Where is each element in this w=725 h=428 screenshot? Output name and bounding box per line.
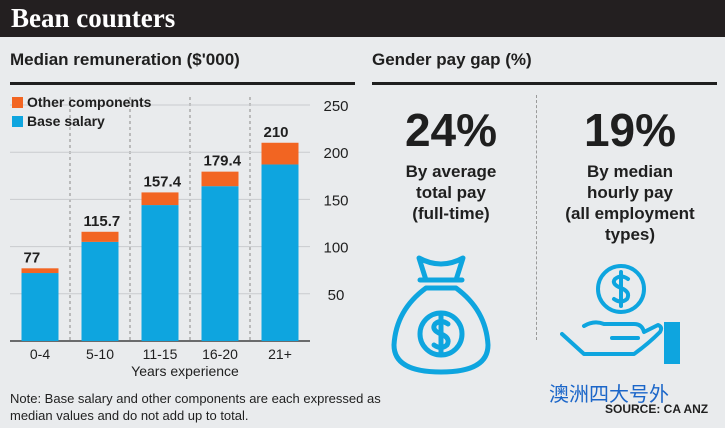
y-tick-label: 150 xyxy=(323,192,348,209)
page-title: Bean counters xyxy=(11,3,176,33)
gap-heading-rule xyxy=(372,82,717,85)
bar-total-label: 210 xyxy=(264,124,289,141)
stat-caption-line: By average xyxy=(405,162,497,181)
chart-heading: Median remuneration ($'000) xyxy=(10,50,240,69)
stat-caption-line: (full-time) xyxy=(412,204,490,223)
bar-total-label: 179.4 xyxy=(204,153,242,170)
x-tick-label: 5-10 xyxy=(86,346,114,362)
bar-other-components xyxy=(261,142,299,165)
x-tick-label: 16-20 xyxy=(202,346,238,362)
money-bag-icon xyxy=(391,255,491,375)
coin-in-hand-icon xyxy=(560,264,680,364)
bar-base-salary xyxy=(81,241,119,341)
y-tick-label: 200 xyxy=(323,145,348,162)
legend: Other components Base salary xyxy=(12,94,152,129)
source-credit: SOURCE: CA ANZ xyxy=(605,402,709,416)
bar-base-salary xyxy=(261,164,299,341)
bar-base-salary xyxy=(21,273,59,341)
stat-median-pay: 19% By median hourly pay (all employment… xyxy=(545,105,715,245)
bar-other-components xyxy=(201,171,239,187)
gap-heading: Gender pay gap (%) xyxy=(372,50,532,69)
stat-caption-line: types) xyxy=(604,225,656,244)
y-tick-label: 250 xyxy=(323,98,348,115)
legend-swatch-base xyxy=(12,116,23,127)
bar-total-label: 115.7 xyxy=(84,213,121,230)
bar-other-components xyxy=(21,268,59,274)
y-tick-label: 100 xyxy=(323,240,348,257)
y-tick-label: 50 xyxy=(328,287,345,304)
stat-value: 19% xyxy=(583,104,677,156)
stat-value: 24% xyxy=(404,104,498,156)
x-axis-title: Years experience xyxy=(131,363,239,379)
footnote: Note: Base salary and other components a… xyxy=(10,391,381,423)
bar-total-label: 77 xyxy=(24,249,41,266)
bar-layer xyxy=(21,142,299,341)
legend-label-base: Base salary xyxy=(27,113,105,129)
stat-caption-line: (all employment xyxy=(565,204,695,223)
bar-other-components xyxy=(141,192,179,206)
title-bar: Bean counters xyxy=(0,0,725,37)
bar-other-components xyxy=(81,231,119,242)
stat-average-pay: 24% By average total pay (full-time) xyxy=(372,105,530,224)
x-tick-label: 11-15 xyxy=(143,346,178,362)
bar-total-label: 157.4 xyxy=(144,173,182,190)
bar-base-salary xyxy=(141,205,179,341)
stat-caption-line: hourly pay xyxy=(587,183,673,202)
stat-caption-line: total pay xyxy=(416,183,486,202)
legend-label-other: Other components xyxy=(27,94,152,110)
x-tick-label: 0-4 xyxy=(30,346,50,362)
legend-swatch-other xyxy=(12,97,23,108)
stats-separator xyxy=(536,95,537,340)
label-layer: 50 100 150 200 250 77 0-4 115.7 5-10 157.4 11-15 17… xyxy=(24,98,349,362)
chart-heading-rule xyxy=(10,82,355,85)
watermark-text: 澳洲四大号外 xyxy=(549,382,669,406)
x-tick-label: 21+ xyxy=(268,346,292,362)
remuneration-chart: 50 100 150 200 250 77 0-4 115.7 5-10 157.4 11-15 17… xyxy=(10,94,349,379)
stat-caption-line: By median xyxy=(587,162,673,181)
bar-base-salary xyxy=(201,186,239,341)
